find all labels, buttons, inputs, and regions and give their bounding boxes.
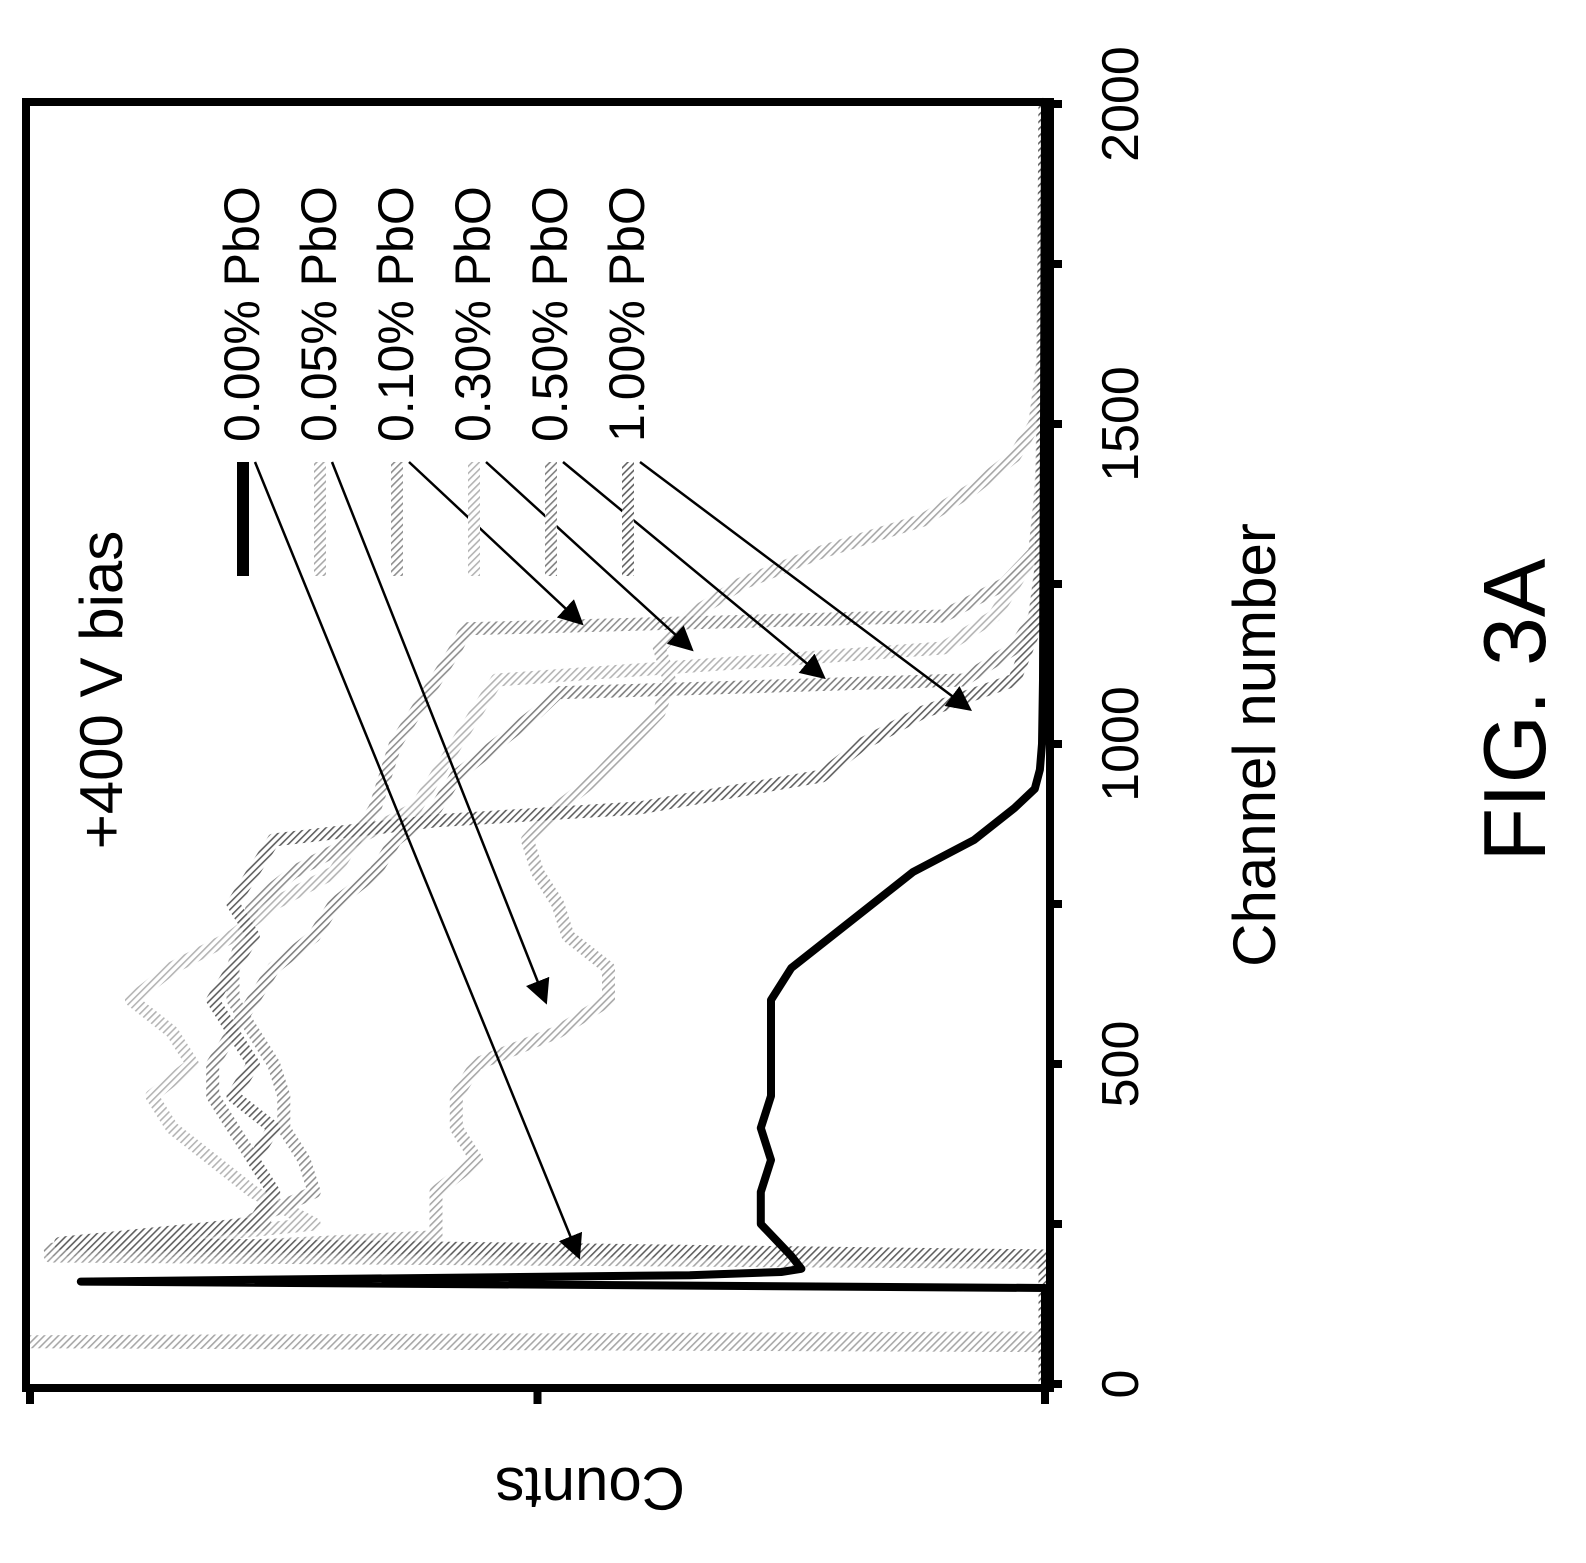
x-axis-label: Channel number [1221, 523, 1288, 967]
x-tick-label: 0 [1092, 1370, 1150, 1399]
x-tick-label: 1000 [1092, 686, 1150, 802]
series-line-3 [64, 97, 1052, 1391]
legend-arrow [639, 461, 972, 711]
figure-label: FIG. 3A [1465, 558, 1564, 861]
series-line-5 [54, 97, 1052, 1391]
series-line-2 [43, 97, 1052, 1391]
legend-label: 1.00% PbO [599, 186, 655, 442]
legend-arrow [485, 461, 694, 652]
legend: 0.00% PbO 0.05% PbO 0.10% PbO 0.30% PbO 0.50… [214, 186, 972, 1260]
x-tick-label: 1500 [1092, 366, 1150, 482]
legend-label: 0.00% PbO [214, 186, 270, 442]
x-tick-label: 500 [1092, 1021, 1150, 1108]
legend-arrow [408, 461, 584, 626]
legend-label: 0.50% PbO [522, 186, 578, 442]
tick-layer: 0 500 1000 1500 2000 [26, 46, 1150, 1404]
legend-arrow [562, 461, 826, 680]
legend-label: 0.30% PbO [445, 186, 501, 442]
series-layer [23, 97, 1052, 1391]
series-line-0 [76, 100, 1049, 1388]
legend-label: 0.10% PbO [368, 186, 424, 442]
bias-annotation: +400 V bias [68, 531, 135, 850]
legend-label: 0.05% PbO [291, 186, 347, 442]
x-tick-label: 2000 [1092, 46, 1150, 162]
legend-arrow [253, 461, 583, 1260]
legend-arrow [330, 461, 550, 1005]
y-axis-label: Counts [495, 1455, 685, 1522]
